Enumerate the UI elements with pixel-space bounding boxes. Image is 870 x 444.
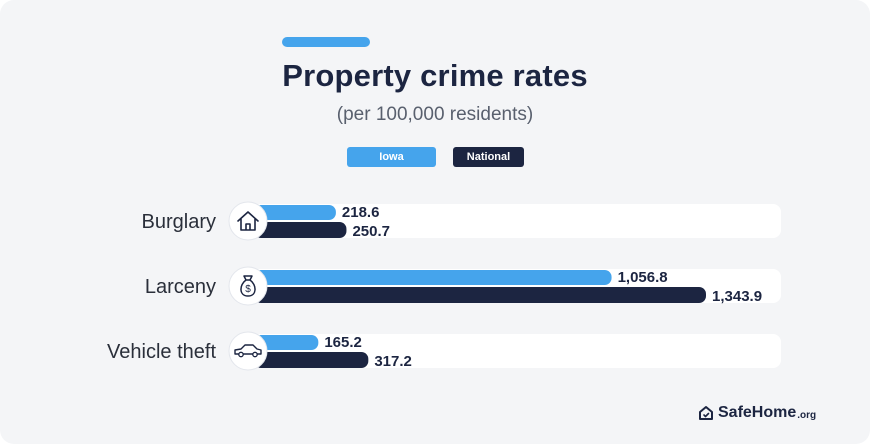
value-label-national: 317.2 — [374, 353, 412, 370]
bar-iowa — [254, 270, 612, 285]
house-path — [237, 211, 259, 231]
bag-path — [240, 275, 256, 297]
money-bag-icon: $ — [240, 275, 256, 297]
bar-national — [254, 222, 347, 238]
bar-iowa — [254, 205, 336, 220]
dollar-sign: $ — [245, 284, 251, 295]
legend-national: National — [453, 147, 524, 167]
accent-bar — [282, 37, 370, 47]
safehome-logo: SafeHome .org — [697, 402, 816, 424]
value-label-national: 250.7 — [352, 223, 390, 240]
category-label: Vehicle theft — [107, 341, 216, 363]
bar-iowa — [254, 335, 319, 350]
category-icon-circle — [228, 266, 268, 306]
category-label: Larceny — [145, 276, 216, 298]
car-icon — [234, 344, 262, 358]
bar-national — [254, 287, 706, 303]
car-wheel — [252, 351, 258, 358]
chart-title: Property crime rates — [282, 58, 588, 93]
shield-house-icon — [699, 406, 713, 420]
brand-name: SafeHome — [718, 404, 797, 421]
car-body — [234, 344, 262, 355]
value-label-iowa: 1,056.8 — [618, 269, 668, 286]
value-label-iowa: 165.2 — [324, 334, 362, 351]
car-wheel — [238, 351, 244, 358]
category-icon-circle — [228, 331, 268, 371]
bar-track — [246, 334, 781, 368]
legend-iowa: Iowa — [347, 147, 436, 167]
house-icon — [237, 211, 259, 231]
value-label-national: 1,343.9 — [712, 288, 762, 305]
brand-tld: .org — [797, 409, 817, 421]
category-icon-circle — [228, 201, 268, 241]
value-label-iowa: 218.6 — [342, 204, 380, 221]
chart-subtitle: (per 100,000 residents) — [336, 104, 534, 125]
category-label: Burglary — [142, 211, 216, 233]
bar-track — [246, 204, 781, 238]
bar-national — [254, 352, 369, 368]
